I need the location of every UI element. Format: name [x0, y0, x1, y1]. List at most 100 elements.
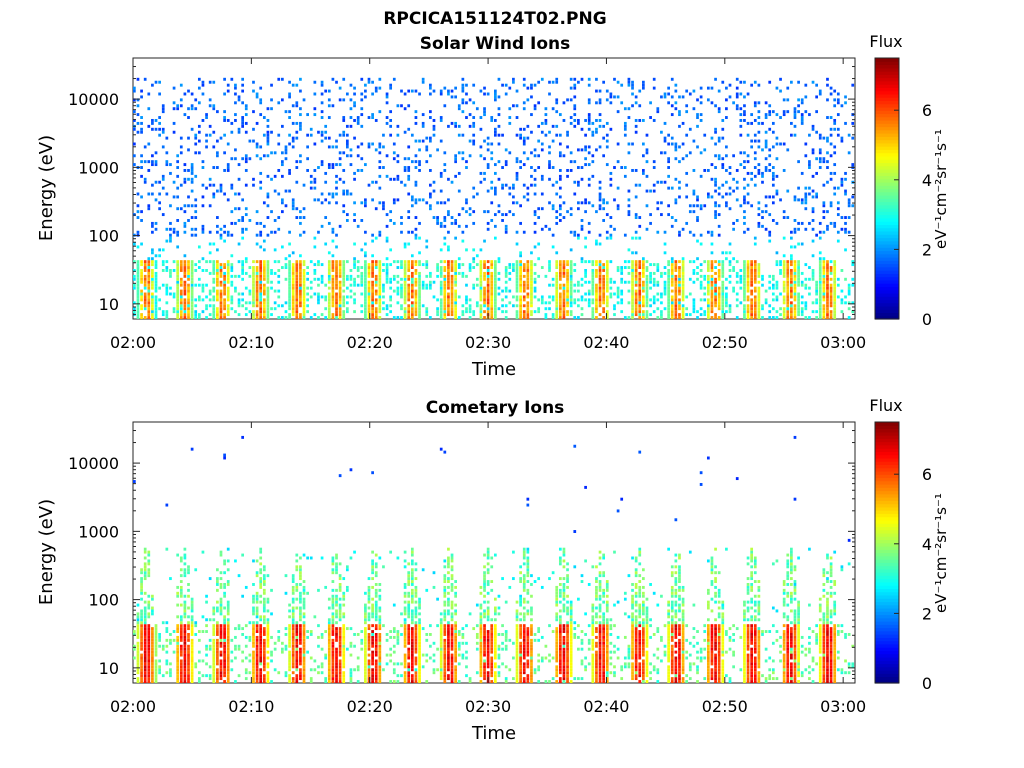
spectrogram-cell	[652, 189, 656, 193]
spectrogram-cell	[678, 313, 681, 317]
spectrogram-cell	[494, 280, 497, 284]
spectrogram-cell	[595, 310, 598, 314]
spectrogram-cell	[566, 269, 569, 272]
spectrogram-cell	[143, 274, 147, 278]
spectrogram-cell	[450, 277, 454, 281]
spectrogram-cell	[670, 304, 674, 308]
spectrogram-cell	[692, 139, 696, 143]
spectrogram-cell	[461, 304, 465, 308]
spectrogram-cell	[403, 316, 407, 319]
spectrogram-cell	[151, 277, 154, 281]
spectrogram-cell	[133, 269, 136, 272]
spectrogram-cell	[400, 295, 403, 299]
spectrogram-cell	[140, 618, 143, 622]
spectrogram-cell	[645, 204, 649, 208]
spectrogram-cell	[479, 277, 483, 281]
spectrogram-cell	[187, 266, 190, 269]
spectrogram-cell	[136, 286, 140, 290]
spectrogram-cell	[605, 269, 609, 272]
spectrogram-cell	[378, 277, 382, 281]
spectrogram-cell	[757, 271, 761, 275]
spectrogram-cell	[811, 80, 815, 84]
spectrogram-cell	[429, 280, 432, 284]
spectrogram-cell	[335, 201, 338, 205]
spectrogram-cell	[201, 92, 205, 96]
spectrogram-cell	[761, 171, 764, 175]
spectrogram-cell	[345, 307, 349, 311]
spectrogram-cell	[143, 680, 147, 683]
spectrogram-cell	[353, 104, 356, 108]
spectrogram-cell	[710, 274, 714, 278]
spectrogram-cell	[147, 668, 151, 672]
spectrogram-cell	[710, 230, 714, 234]
spectrogram-cell	[753, 269, 757, 272]
spectrogram-cell	[790, 304, 793, 308]
spectrogram-cell	[270, 313, 273, 317]
spectrogram-cell	[815, 110, 818, 114]
spectrogram-cell	[836, 186, 840, 190]
spectrogram-cell	[327, 295, 331, 299]
spectrogram-cell	[555, 263, 559, 267]
spectrogram-cell	[670, 266, 674, 269]
spectrogram-cell	[735, 95, 739, 99]
spectrogram-cell	[728, 251, 732, 255]
spectrogram-cell	[273, 307, 277, 311]
spectrogram-cell	[183, 547, 187, 551]
spectrogram-cell	[140, 316, 143, 319]
spectrogram-cell	[136, 307, 140, 311]
spectrogram-cell	[642, 310, 645, 314]
spectrogram-cell	[335, 139, 338, 143]
spectrogram-cell	[147, 671, 151, 675]
spectrogram-cell	[533, 210, 537, 214]
spectrogram-cell	[800, 101, 804, 105]
spectrogram-cell	[317, 166, 320, 169]
spectrogram-cell	[237, 207, 241, 211]
spectrogram-cell	[558, 133, 562, 137]
spectrogram-cell	[602, 154, 606, 158]
spectrogram-cell	[530, 286, 533, 290]
spectrogram-cell	[190, 677, 194, 681]
spectrogram-cell	[522, 230, 526, 234]
spectrogram-cell	[735, 316, 739, 319]
spectrogram-cell	[136, 204, 140, 208]
spectrogram-cell	[508, 186, 512, 190]
spectrogram-cell	[252, 310, 255, 314]
spectrogram-cell	[439, 298, 443, 302]
spectrogram-cell	[591, 280, 595, 284]
spectrogram-cell	[515, 313, 519, 317]
spectrogram-cell	[371, 298, 374, 302]
spectrogram-cell	[371, 233, 374, 237]
spectrogram-cell	[248, 139, 252, 143]
spectrogram-cell	[768, 286, 772, 290]
colorbar-frame	[874, 57, 900, 320]
spectrogram-cell	[143, 304, 147, 308]
spectrogram-cell	[660, 274, 663, 278]
spectrogram-cell	[591, 121, 595, 125]
spectrogram-cell	[266, 295, 270, 299]
spectrogram-cell	[475, 304, 479, 308]
spectrogram-cell	[811, 124, 815, 128]
spectrogram-cell	[725, 107, 728, 111]
spectrogram-cell	[143, 574, 147, 578]
spectrogram-cell	[143, 606, 147, 610]
spectrogram-cell	[230, 77, 234, 81]
spectrogram-cell	[761, 316, 764, 319]
spectrogram-cell	[753, 166, 757, 169]
spectrogram-cell	[201, 286, 205, 290]
spectrogram-cell	[790, 295, 793, 299]
spectrogram-cell	[591, 277, 595, 281]
spectrogram-cell	[555, 316, 559, 319]
spectrogram-cell	[757, 301, 761, 305]
spectrogram-cell	[179, 145, 183, 149]
spectrogram-cell	[190, 271, 194, 275]
spectrogram-cell	[230, 263, 234, 267]
spectrogram-cell	[436, 219, 439, 222]
spectrogram-cell	[743, 263, 746, 267]
spectrogram-cell	[140, 89, 143, 93]
spectrogram-cell	[234, 207, 237, 211]
spectrogram-cell	[299, 107, 302, 111]
spectrogram-cell	[696, 124, 699, 128]
spectrogram-cell	[255, 269, 259, 272]
spectrogram-cell	[826, 151, 829, 155]
spectrogram-cell	[515, 266, 519, 269]
